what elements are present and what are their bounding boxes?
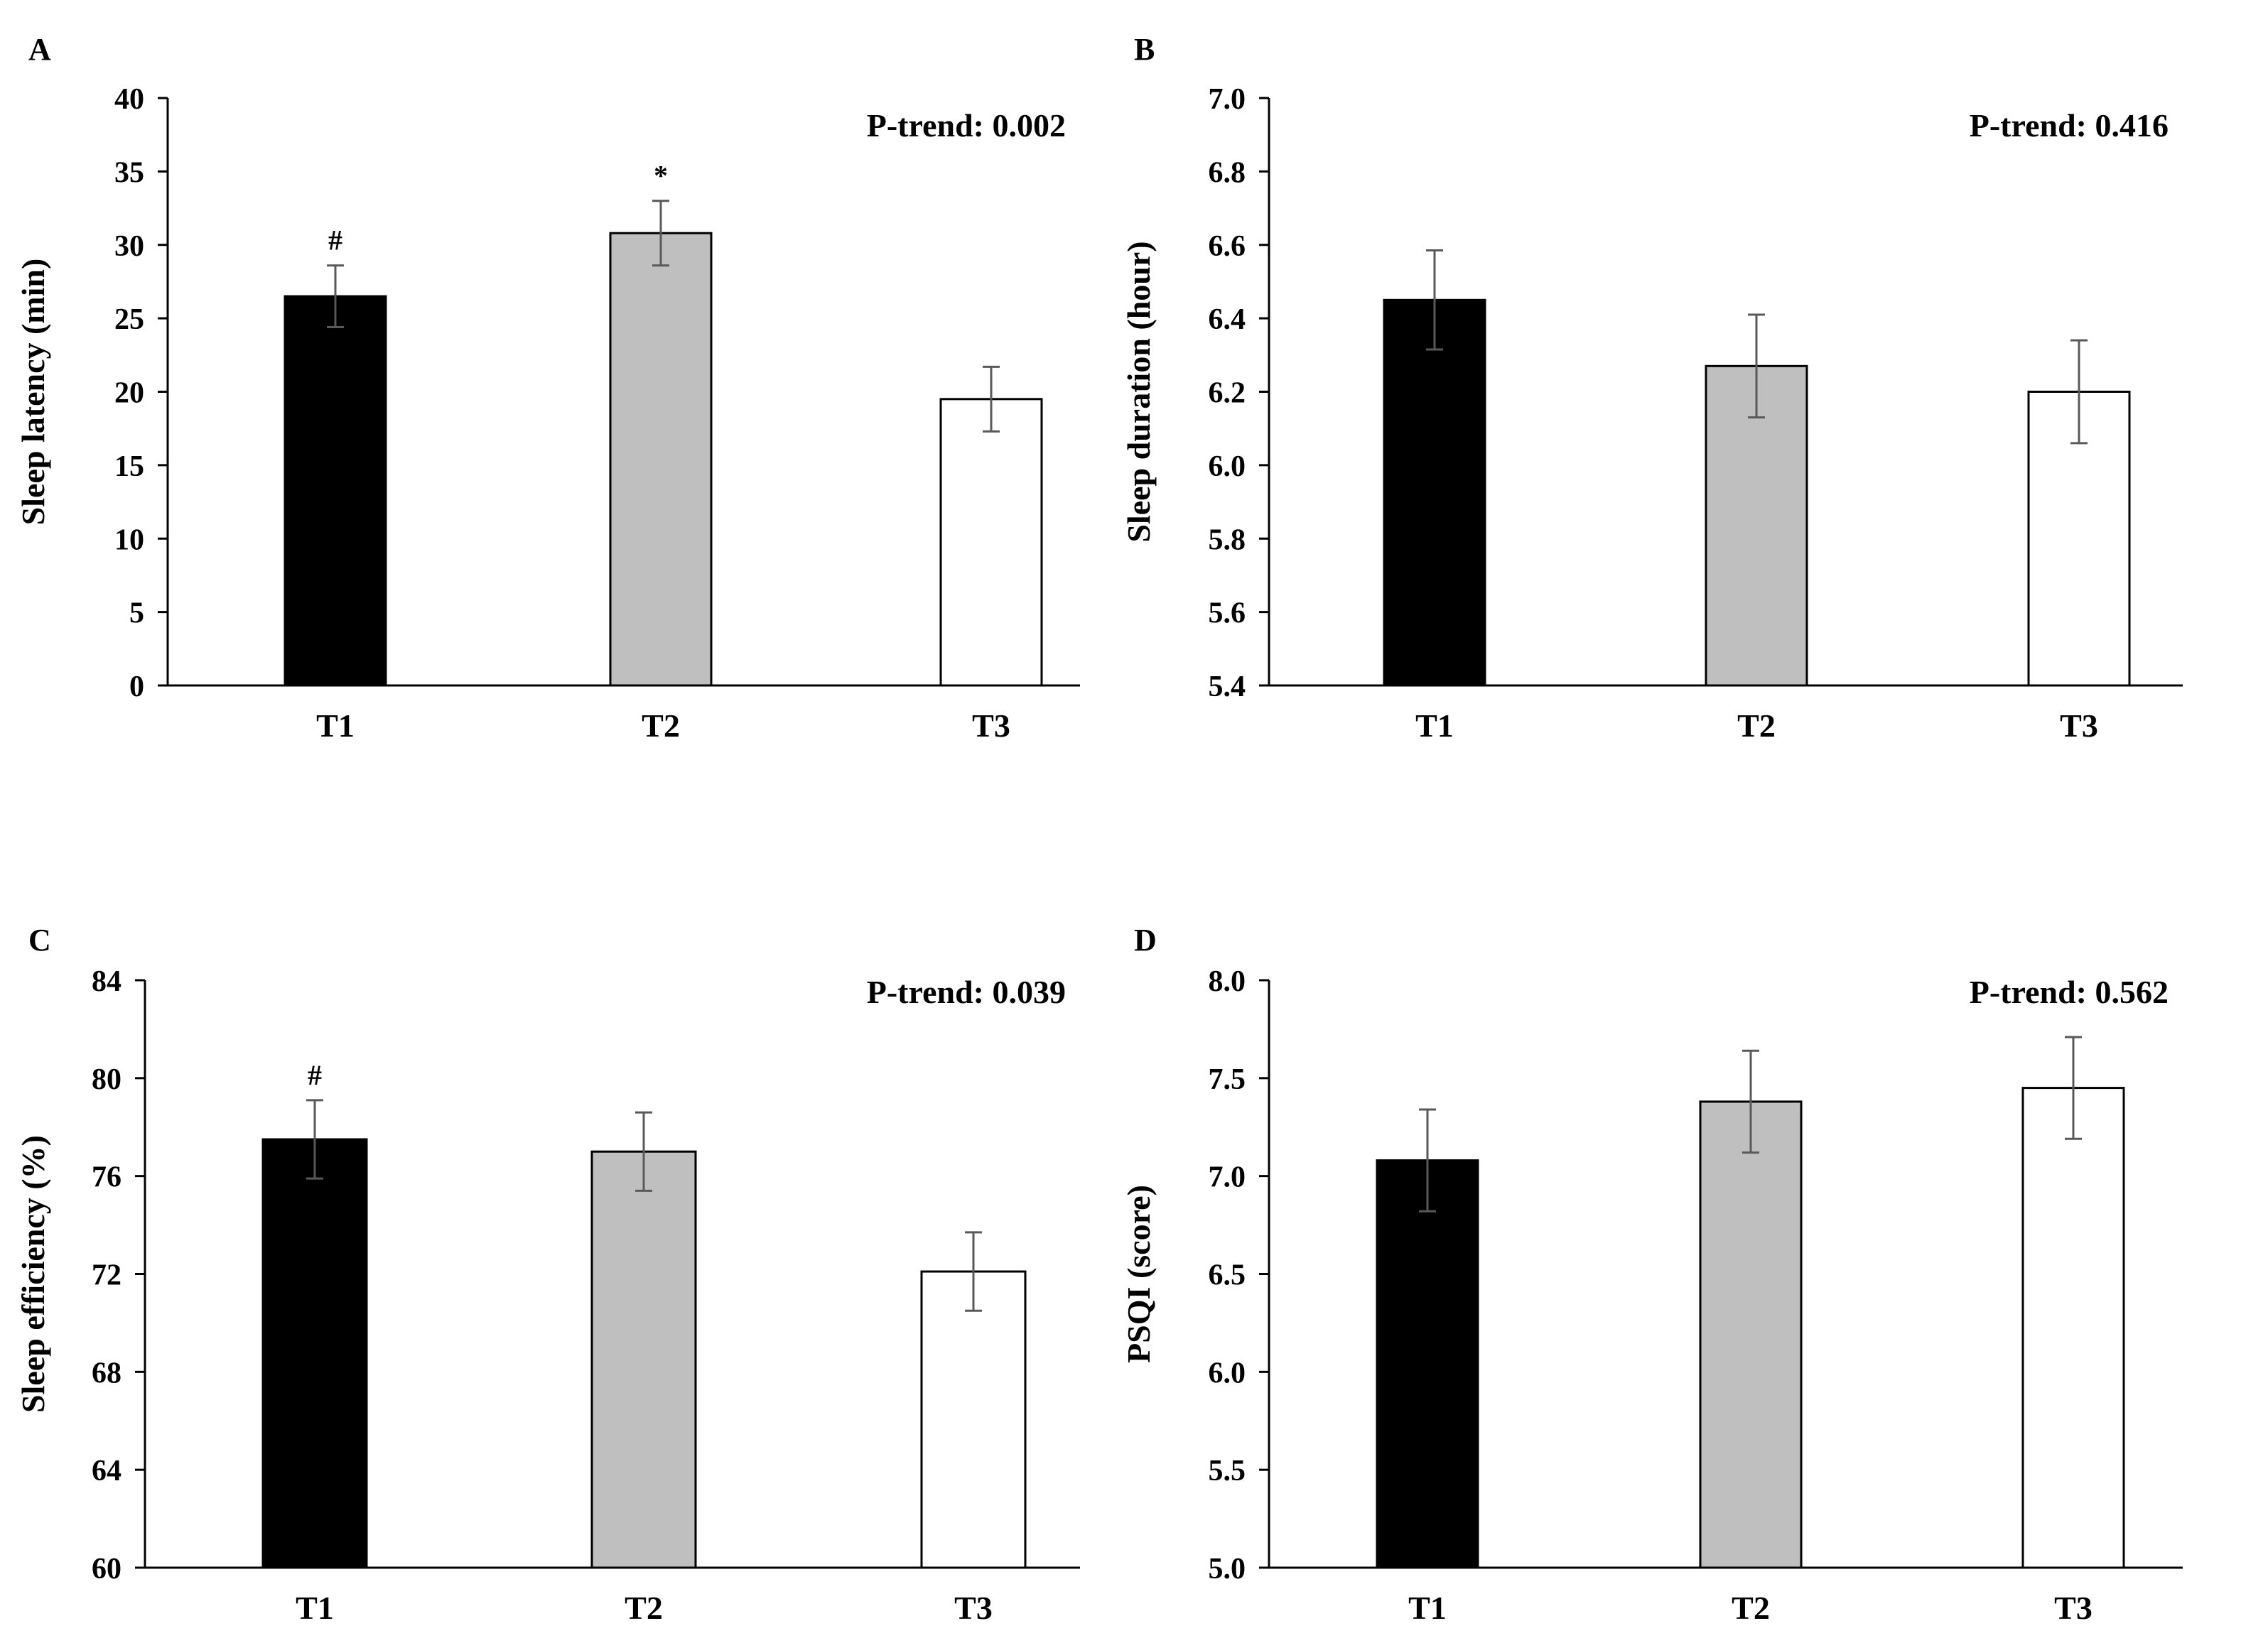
x-tick-label: T2 (1732, 1590, 1770, 1626)
significance-marker: # (308, 1059, 322, 1091)
y-tick-label: 68 (92, 1357, 122, 1389)
y-tick-label: 35 (114, 156, 144, 189)
bar-t1 (284, 295, 387, 687)
bar-t3 (939, 398, 1043, 687)
x-tick-label: T3 (2054, 1590, 2092, 1626)
p-trend-annotation: P-trend: 0.002 (867, 107, 1066, 143)
y-tick-label: 5.5 (1209, 1455, 1246, 1487)
y-axis-title: Sleep duration (hour) (1120, 241, 1157, 542)
y-tick-label: 5.4 (1209, 671, 1246, 703)
x-tick-label: T2 (1737, 707, 1776, 744)
y-tick-label: 72 (92, 1259, 122, 1292)
panel-label: D (1134, 923, 1157, 958)
bar-t2 (1699, 1100, 1803, 1569)
plot-area: 0 5 10 15 20 25 30 35 40 Sleep latency (min) # T1 * T… (15, 83, 1080, 744)
y-tick-label: 40 (114, 83, 144, 116)
y-tick-label: 5 (129, 597, 144, 630)
p-trend-annotation: P-trend: 0.562 (1970, 974, 2169, 1010)
significance-marker: # (328, 224, 342, 256)
y-tick-label: 7.5 (1209, 1063, 1246, 1096)
p-trend-annotation: P-trend: 0.416 (1970, 107, 2169, 143)
y-tick-label: 6.4 (1209, 303, 1246, 336)
bar-t3 (920, 1270, 1027, 1569)
panel-label: C (28, 923, 51, 958)
bar-t1 (261, 1138, 368, 1569)
y-tick-label: 80 (92, 1063, 122, 1096)
x-tick-label: T1 (1415, 707, 1454, 744)
panel-label: A (28, 32, 51, 67)
x-tick-label: T2 (642, 707, 680, 744)
bar-t2 (1705, 364, 1808, 687)
y-tick-label: 6.5 (1209, 1259, 1246, 1292)
significance-marker: * (654, 160, 668, 192)
x-tick-label: T1 (296, 1590, 334, 1626)
bar-t3 (2021, 1087, 2125, 1569)
plot-area: 5.4 5.6 5.8 6.0 6.2 6.4 6.6 6.8 7.0 Sleep duratio… (1120, 83, 2183, 744)
y-tick-label: 7.0 (1209, 1161, 1246, 1194)
y-axis-title: Sleep latency (min) (15, 259, 51, 526)
y-tick-label: 10 (114, 524, 144, 556)
bar-t1 (1383, 298, 1486, 687)
panel-d: D P-trend: 0.562 5.0 5.5 6.0 6.5 7.0 7.5 8.0 PS… (1120, 923, 2183, 1626)
x-tick-label: T3 (954, 1590, 993, 1626)
y-tick-label: 76 (92, 1161, 122, 1194)
bar-t2 (590, 1150, 697, 1569)
y-axis-title: Sleep efficiency (%) (15, 1135, 51, 1413)
y-tick-label: 0 (129, 671, 144, 703)
y-tick-label: 64 (92, 1455, 122, 1487)
y-tick-label: 7.0 (1209, 83, 1246, 116)
y-tick-label: 6.2 (1209, 377, 1246, 410)
y-tick-label: 20 (114, 377, 144, 410)
y-axis-title: PSQI (score) (1120, 1185, 1157, 1363)
y-tick-label: 25 (114, 303, 144, 336)
x-tick-label: T3 (972, 707, 1010, 744)
y-tick-label: 5.0 (1209, 1553, 1246, 1585)
plot-area: 60 64 68 72 76 80 84 Sleep efficiency (%) # T1 T2 T… (15, 965, 1080, 1626)
x-tick-label: T2 (625, 1590, 663, 1626)
plot-area: 5.0 5.5 6.0 6.5 7.0 7.5 8.0 PSQI (score) T1 T2 T3 (1120, 965, 2183, 1626)
bar-t1 (1376, 1159, 1479, 1569)
y-tick-label: 6.0 (1209, 450, 1246, 483)
x-tick-label: T1 (316, 707, 355, 744)
y-tick-label: 5.8 (1209, 524, 1246, 556)
p-trend-annotation: P-trend: 0.039 (867, 974, 1066, 1010)
y-tick-label: 30 (114, 230, 144, 263)
panel-b: B P-trend: 0.416 5.4 5.6 5.8 6.0 6.2 6.4 6.6 6.… (1120, 32, 2183, 744)
y-tick-label: 6.8 (1209, 156, 1246, 189)
y-tick-label: 84 (92, 965, 122, 998)
y-tick-label: 6.6 (1209, 230, 1246, 263)
y-tick-label: 60 (92, 1553, 122, 1585)
x-tick-label: T3 (2060, 707, 2098, 744)
y-tick-label: 6.0 (1209, 1357, 1246, 1389)
y-tick-label: 15 (114, 450, 144, 483)
y-tick-label: 5.6 (1209, 597, 1246, 630)
panel-c: C P-trend: 0.039 60 64 68 72 76 80 84 Sleep eff… (15, 923, 1080, 1626)
panel-a: A P-trend: 0.002 0 5 10 15 20 25 30 35 40 Sleep l… (15, 32, 1080, 744)
x-tick-label: T1 (1408, 1590, 1447, 1626)
y-tick-label: 8.0 (1209, 965, 1246, 998)
panel-label: B (1134, 32, 1155, 67)
bar-t2 (609, 232, 713, 687)
